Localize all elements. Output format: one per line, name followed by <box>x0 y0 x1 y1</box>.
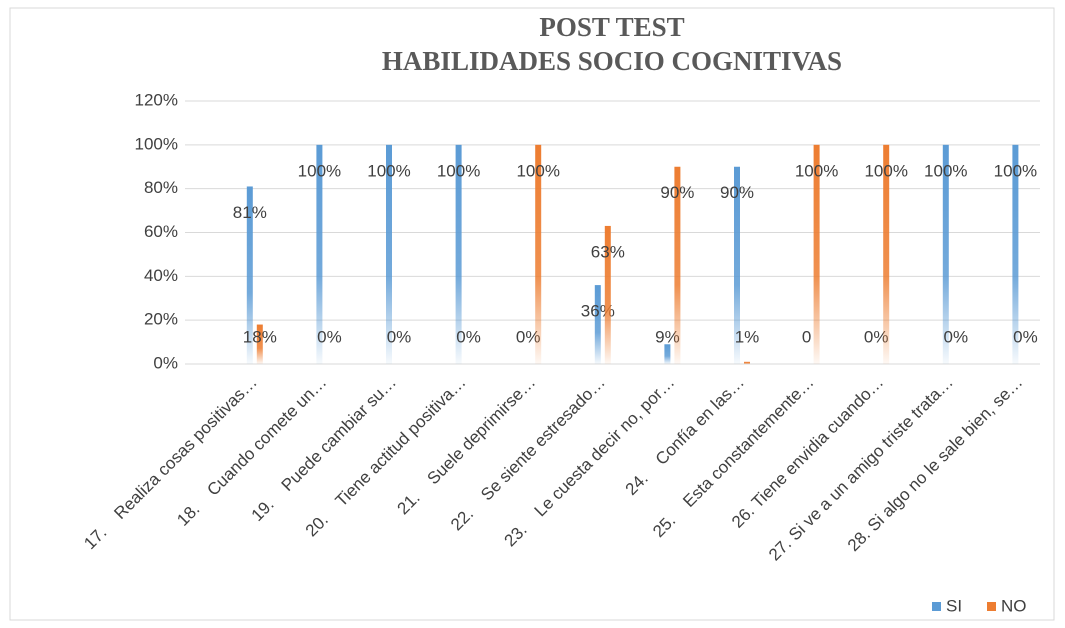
data-label: 100% <box>367 161 410 180</box>
data-label: 0% <box>516 327 541 346</box>
data-label: 0% <box>317 327 342 346</box>
data-label: 100% <box>516 161 559 180</box>
bar <box>813 144 820 364</box>
data-label: 0 <box>802 327 811 346</box>
bar <box>386 144 392 364</box>
data-label: 90% <box>720 183 754 202</box>
bar <box>604 225 611 364</box>
bar <box>246 186 253 364</box>
legend-label: NO <box>1001 596 1027 615</box>
chart-title: POST TEST <box>539 12 684 42</box>
data-label: 100% <box>864 161 907 180</box>
data-label: 63% <box>591 242 625 261</box>
bar <box>594 285 601 364</box>
data-label: 0% <box>456 327 481 346</box>
data-label: 9% <box>655 327 680 346</box>
data-label: 100% <box>437 161 480 180</box>
data-label: 100% <box>795 161 838 180</box>
bar <box>744 361 750 364</box>
legend-label: SI <box>946 596 962 615</box>
chart-border <box>9 7 1055 621</box>
y-tick-label: 20% <box>144 310 178 329</box>
y-tick-label: 60% <box>144 222 178 241</box>
bar <box>455 144 462 364</box>
data-label: 18% <box>243 327 277 346</box>
data-label: 100% <box>994 161 1037 180</box>
bar <box>734 166 740 364</box>
data-label: 0% <box>387 327 412 346</box>
bar <box>664 344 671 364</box>
bar <box>316 144 323 364</box>
data-label: 100% <box>924 161 967 180</box>
bar <box>883 144 890 364</box>
y-tick-label: 100% <box>135 134 178 153</box>
y-tick-label: 120% <box>135 90 178 109</box>
data-label: 90% <box>660 183 694 202</box>
bar <box>1012 144 1019 364</box>
bar <box>256 324 263 364</box>
bar <box>674 166 681 364</box>
y-tick-label: 40% <box>144 266 178 285</box>
data-label: 100% <box>298 161 341 180</box>
chart-title: HABILIDADES SOCIO COGNITIVAS <box>382 46 842 76</box>
data-label: 0% <box>864 327 889 346</box>
data-label: 1% <box>735 327 760 346</box>
data-label: 0% <box>944 327 969 346</box>
legend-swatch <box>987 602 996 611</box>
bar <box>942 144 949 364</box>
bar <box>535 144 542 364</box>
y-tick-label: 80% <box>144 178 178 197</box>
data-label: 0% <box>1013 327 1038 346</box>
y-tick-label: 0% <box>153 353 178 372</box>
legend-swatch <box>932 602 941 611</box>
data-label: 81% <box>233 203 267 222</box>
